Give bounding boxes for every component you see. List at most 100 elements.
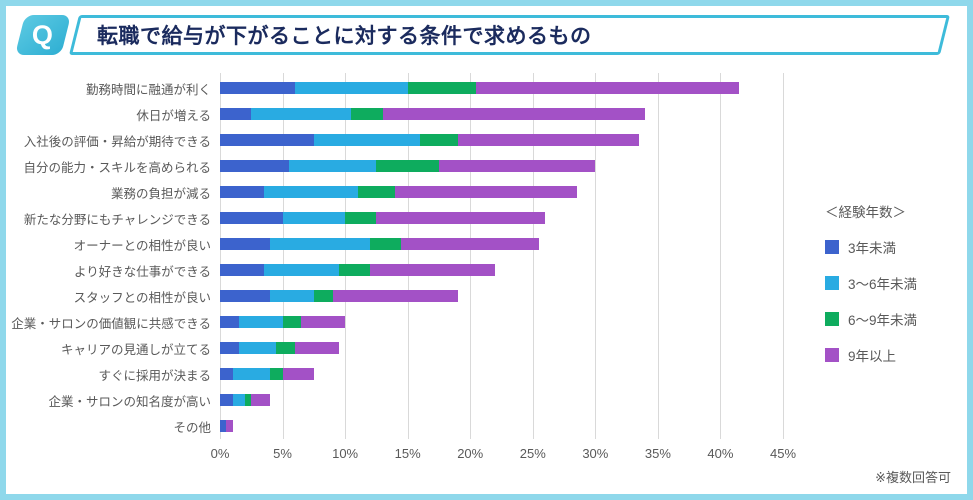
gridlines [220, 73, 784, 439]
legend-item-label: 6～9年未満 [848, 313, 918, 328]
bar-segment [476, 82, 740, 94]
stacked-bar [220, 238, 783, 250]
bar-track [220, 394, 783, 406]
gridline [532, 73, 534, 439]
bar-segment [220, 134, 314, 146]
question-header: Q 転職で給与が下がることに対する条件で求めるもの [15, 15, 950, 55]
legend-swatch [825, 348, 839, 362]
x-tick-label: 0% [210, 446, 230, 461]
x-tick-label: 10% [332, 446, 359, 461]
chart-row: 勤務時間に融通が利く [10, 75, 809, 101]
bar-segment [370, 264, 496, 276]
stacked-bar [220, 290, 783, 302]
bar-segment [351, 108, 383, 120]
gridline [595, 73, 597, 439]
bar-segment [232, 368, 271, 380]
bar-segment [270, 290, 314, 302]
bar-segment [220, 290, 271, 302]
category-label: スタッフとの相性が良い [73, 290, 211, 305]
bar-segment [220, 342, 239, 354]
bar-segment [270, 368, 283, 380]
bar-segment [313, 290, 333, 302]
category-label: 自分の能力・スキルを高められる [23, 160, 211, 175]
chart-row: その他 [10, 413, 809, 439]
q-badge: Q [15, 15, 71, 55]
gridline [470, 73, 472, 439]
stacked-bar [220, 108, 783, 120]
chart-row: すぐに採用が決まる [10, 361, 809, 387]
category-label: 業務の負担が減る [110, 186, 211, 201]
bar-segment [232, 394, 245, 406]
bar-segment [270, 238, 371, 250]
gridline [282, 73, 284, 439]
category-label: 勤務時間に融通が利く [85, 82, 211, 97]
bar-segment [238, 316, 283, 328]
bar-track [220, 108, 783, 120]
stacked-bar [220, 212, 783, 224]
legend-items: 3年未満 3～6年未満 6～9年未満 9年以上 [825, 237, 957, 365]
chart-row: 業務の負担が減る [10, 179, 809, 205]
chart-row: 企業・サロンの知名度が高い [10, 387, 809, 413]
bar-segment [282, 316, 302, 328]
gridline [407, 73, 409, 439]
bar-segment [295, 342, 339, 354]
chart-row: スタッフとの相性が良い [10, 283, 809, 309]
gridline [657, 73, 659, 439]
bar-segment [245, 394, 252, 406]
category-label: 入社後の評価・昇給が期待できる [23, 134, 211, 149]
category-label: 企業・サロンの知名度が高い [48, 394, 211, 409]
stacked-bar [220, 420, 783, 432]
title-bar: 転職で給与が下がることに対する条件で求めるもの [69, 15, 950, 55]
x-tick-label: 5% [273, 446, 292, 461]
x-tick-label: 40% [707, 446, 734, 461]
legend-title: ＜経験年数＞ [825, 205, 906, 220]
chart-row: 企業・サロンの価値観に共感できる [10, 309, 809, 335]
bar-segment [220, 82, 296, 94]
bar-track [220, 420, 783, 432]
bar-segment [276, 342, 296, 354]
gridline [345, 73, 347, 439]
category-label: 休日が増える [136, 108, 211, 123]
category-label: キャリアの見通しが立てる [60, 342, 211, 357]
bar-segment [220, 394, 233, 406]
chart-row: 休日が増える [10, 101, 809, 127]
bar-track [220, 290, 783, 302]
bar-segment [395, 186, 577, 198]
gridline [783, 73, 784, 439]
bar-segment [438, 160, 596, 172]
legend-item: 9年以上 [825, 345, 957, 365]
category-label: その他 [173, 420, 211, 435]
bar-segment [345, 212, 377, 224]
legend-swatch [825, 312, 839, 326]
legend-item-label: 3～6年未満 [848, 277, 918, 292]
bar-segment [338, 264, 371, 276]
legend-item-label: 9年以上 [848, 349, 897, 364]
legend-item: 3～6年未満 [825, 273, 957, 293]
bar-track [220, 82, 783, 94]
chart-row: オーナーとの相性が良い [10, 231, 809, 257]
x-tick-label: 25% [519, 446, 546, 461]
footnote: ※複数回答可 [875, 470, 951, 485]
bar-track [220, 160, 783, 172]
chart-row: より好きな仕事ができる [10, 257, 809, 283]
stacked-bar [220, 160, 783, 172]
chart-row: 自分の能力・スキルを高められる [10, 153, 809, 179]
category-label: すぐに採用が決まる [98, 368, 211, 383]
category-label: 新たな分野にもチャレンジできる [23, 212, 211, 227]
bar-segment [282, 368, 314, 380]
bar-segment [382, 108, 646, 120]
x-axis: 0% 5% 10% 15% 20% 25% 30% 35% 40% 45% [211, 439, 796, 465]
bar-segment [407, 82, 477, 94]
bar-segment [420, 134, 458, 146]
bar-track [220, 134, 783, 146]
x-tick-label: 45% [769, 446, 797, 461]
bar-segment [220, 264, 264, 276]
stacked-bar-chart: 勤務時間に融通が利く休日が増える入社後の評価・昇給が期待できる 自分の能力・スキル… [6, 71, 967, 465]
bar-segment [220, 420, 227, 432]
stacked-bar [220, 368, 783, 380]
bar-segment [220, 186, 264, 198]
bar-segment [376, 160, 439, 172]
bar-segment [357, 186, 396, 198]
bar-segment [220, 108, 252, 120]
